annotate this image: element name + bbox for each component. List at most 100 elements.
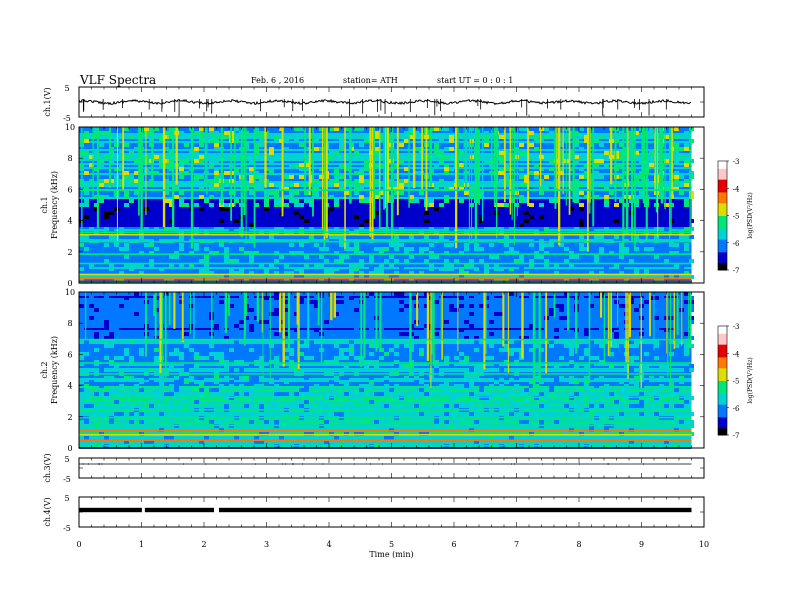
ch1-spectrogram-colorbar-cell (718, 211, 727, 215)
ch2-spectrogram-colorbar-cell (718, 389, 727, 392)
x-tick-label: 1 (139, 540, 144, 549)
ch2-spectrogram-colorbar-cell (718, 420, 727, 423)
ch2-spectrogram-colorbar-cell (718, 347, 727, 351)
ch1-spectrogram-ytick: 6 (67, 185, 72, 194)
ch1-spectrogram-colorbar-cell (718, 235, 727, 238)
ch1-spectrogram-colorbar-cell (718, 191, 727, 195)
ch2-spectrogram-image (79, 292, 694, 449)
ch4-waveform-band (79, 507, 142, 513)
ch1-spectrogram-colorbar-cell (718, 266, 727, 269)
ch2-spectrogram-colorbar-tick: -4 (733, 350, 740, 358)
ch1-spectrogram-colorbar-cell (718, 228, 727, 231)
ch1-waveform-ytick-max: 5 (64, 84, 69, 93)
ch2-spectrogram-ytick: 8 (67, 319, 72, 328)
ch2-spectrogram-colorbar-cell (718, 369, 727, 372)
ch1-spectrogram-colorbar-cell (718, 190, 727, 193)
ch1-spectrogram-colorbar-cell (718, 231, 727, 235)
ch2-spectrogram-colorbar-cell (718, 395, 727, 398)
ch2-spectrogram-colorbar-cell (718, 365, 727, 369)
ch1-spectrogram-colorbar-cell (718, 186, 727, 189)
ch1-spectrogram-colorbar-cell (718, 206, 727, 209)
ch3-waveform-ytick-min: -5 (63, 475, 71, 484)
ch1-spectrogram-colorbar-cell (718, 161, 727, 164)
x-tick-label: 2 (201, 540, 206, 549)
ch1-spectrogram-colorbar-cell (718, 248, 727, 251)
ch2-spectrogram-colorbar-cell (718, 418, 727, 421)
station-label: station= ATH (343, 76, 398, 85)
ch1-spectrogram-ytick: 0 (67, 279, 72, 288)
ch1-spectrogram-colorbar-label: log(PSD(V²/Hz) (747, 192, 754, 239)
x-tick-label: 9 (639, 540, 644, 549)
ch1-spectrogram-colorbar-tick: -5 (733, 213, 740, 221)
x-tick-label: 10 (699, 540, 709, 549)
ch2-spectrogram-colorbar-cell (718, 345, 727, 349)
ch1-spectrogram-colorbar-cell (718, 175, 727, 178)
ch2-spectrogram-colorbar-cell (718, 433, 727, 436)
ch1-spectrogram-colorbar-cell (718, 171, 727, 175)
ch1-spectrogram-colorbar-cell (718, 222, 727, 226)
ch1-spectrogram-colorbar-cell (718, 251, 727, 255)
ch2-spectrogram-colorbar-cell (718, 335, 727, 338)
ch1-spectrogram-colorbar-cell (718, 177, 727, 180)
ch4-waveform-band (144, 507, 214, 513)
ch1-waveform-line (78, 98, 692, 106)
ch2-spectrogram-colorbar-cell (718, 384, 727, 387)
ch1-spectrogram-colorbar-cell (718, 215, 727, 218)
ch2-spectrogram-colorbar-cell (718, 355, 727, 358)
ch2-spectrogram-colorbar-cell (718, 422, 727, 425)
ch2-spectrogram-colorbar-cell (718, 358, 727, 362)
ch1-spectrogram-colorbar-cell (718, 170, 727, 173)
ch1-spectrogram-colorbar-cell (718, 173, 727, 177)
ch1-spectrogram-colorbar-tick: -6 (733, 240, 740, 248)
ch1-spectrogram-colorbar-cell (718, 224, 727, 227)
ch1-spectrogram-colorbar-cell (718, 184, 727, 187)
ch1-spectrogram-colorbar-cell (718, 230, 727, 233)
ch2-spectrogram-colorbar-cell (718, 344, 727, 347)
ch2-spectrogram-colorbar-cell (718, 431, 727, 434)
ch1-spectrogram-colorbar-cell (718, 239, 727, 242)
x-tick-label: 6 (451, 540, 456, 549)
ch1-spectrogram-colorbar-cell (718, 268, 727, 271)
ch1-spectrogram-colorbar-cell (718, 264, 727, 267)
ch1-spectrogram-colorbar-cell (718, 260, 727, 264)
ch2-spectrogram-colorbar-cell (718, 329, 727, 332)
ch2-spectrogram-colorbar-tick: -5 (733, 378, 740, 386)
ch1-spectrogram-colorbar-cell (718, 253, 727, 256)
ch2-spectrogram-colorbar-cell (718, 376, 727, 380)
ch2-spectrogram-colorbar-cell (718, 364, 727, 367)
ch1-spectrogram-colorbar-cell (718, 255, 727, 258)
ch1-spectrogram-colorbar-cell (718, 246, 727, 249)
ch2-spectrogram-colorbar-cell (718, 427, 727, 431)
ch1-spectrogram-colorbar-cell (718, 204, 727, 207)
ch2-spectrogram-colorbar-cell (718, 371, 727, 374)
x-tick-label: 7 (514, 540, 519, 549)
ch1-spectrogram-colorbar-cell (718, 188, 727, 191)
ch2-spectrogram-colorbar-tick: -3 (733, 323, 740, 331)
ch1-spectrogram-colorbar-tick: -3 (733, 158, 740, 166)
ch2-spectrogram-colorbar-cell (718, 336, 727, 340)
ch1-spectrogram-colorbar-cell (718, 244, 727, 247)
ch1-spectrogram-colorbar-cell (718, 195, 727, 198)
ch1-spectrogram-colorbar-cell (718, 179, 727, 182)
ch2-spectrogram-colorbar-cell (718, 333, 727, 336)
ch2-spectrogram-colorbar-cell (718, 404, 727, 407)
ch2-spectrogram-colorbar-cell (718, 415, 727, 418)
ch2-spectrogram-colorbar-cell (718, 402, 727, 405)
ch2-spectrogram-ytick: 4 (67, 382, 72, 391)
start-time-label: start UT = 0 : 0 : 1 (437, 76, 514, 85)
x-tick-label: 0 (76, 540, 81, 549)
ch1-spectrogram-colorbar-cell (718, 182, 727, 186)
ch1-spectrogram-colorbar-cell (718, 262, 727, 266)
ch4-ylabel: ch.4(V) (43, 497, 52, 526)
ch1-spectrogram-image (79, 127, 694, 284)
ch2-spectrogram-colorbar-cell (718, 362, 727, 365)
ch1-spectrogram-colorbar-cell (718, 202, 727, 206)
x-tick-label: 8 (576, 540, 581, 549)
ch2-spectrogram-colorbar-cell (718, 353, 727, 356)
ch2-spectrogram-ytick: 6 (67, 350, 72, 359)
ch2-spectrogram-colorbar-cell (718, 429, 727, 432)
ch2-spectrogram-colorbar-cell (718, 391, 727, 394)
ch2-spectrogram-colorbar-cell (718, 400, 727, 403)
ch2-spectrogram-colorbar-cell (718, 367, 727, 371)
ch2-spectrogram-colorbar-cell (718, 407, 727, 411)
